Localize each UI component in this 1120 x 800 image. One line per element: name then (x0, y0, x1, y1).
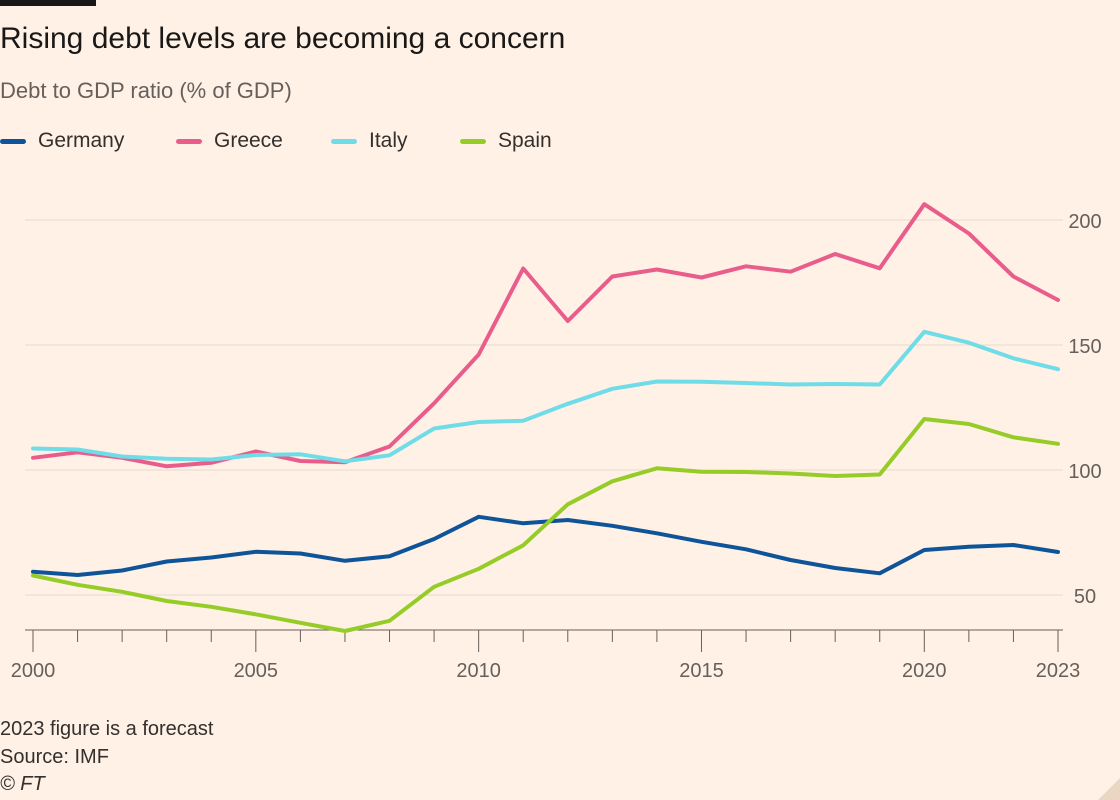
y-tick-label-100: 100 (1068, 461, 1101, 483)
y-tick-label-150: 150 (1068, 336, 1101, 358)
legend-item-spain: Spain (460, 128, 552, 154)
x-tick-label-2020: 2020 (902, 660, 947, 682)
chart-subtitle: Debt to GDP ratio (% of GDP) (0, 78, 292, 103)
gridlines (25, 219, 1063, 596)
series-line-greece (31, 202, 1060, 469)
footnote-credit: © FT (0, 773, 45, 795)
series-line-spain (31, 417, 1060, 633)
footnote-source: Source: IMF (0, 746, 109, 768)
x-tick-label-2010: 2010 (456, 660, 501, 682)
chart-legend: Germany Greece Italy Spain (0, 128, 800, 154)
legend-swatch-spain (460, 138, 486, 144)
legend-swatch-germany (0, 138, 26, 144)
x-tick-label-2000: 2000 (11, 660, 56, 682)
series-line-germany (31, 514, 1060, 577)
y-tick-label-50: 50 (1074, 586, 1096, 608)
chart-title: Rising debt levels are becoming a concer… (0, 22, 566, 55)
brand-bar (0, 0, 96, 6)
legend-label-greece: Greece (214, 129, 283, 152)
y-axis: 50 100 150 200 (1068, 211, 1101, 608)
legend-item-italy: Italy (331, 128, 408, 154)
series-line-italy (31, 329, 1060, 464)
legend-swatch-greece (176, 138, 202, 144)
legend-label-spain: Spain (498, 129, 552, 152)
legend-item-germany: Germany (0, 128, 124, 154)
legend-label-germany: Germany (38, 129, 125, 152)
series-lines (31, 202, 1060, 633)
legend-label-italy: Italy (369, 129, 408, 152)
legend-swatch-italy (331, 138, 357, 144)
legend-item-greece: Greece (176, 128, 283, 154)
x-tick-label-2015: 2015 (679, 660, 724, 682)
x-tick-label-2005: 2005 (234, 660, 279, 682)
corner-fold (1098, 778, 1120, 800)
y-tick-label-200: 200 (1068, 211, 1101, 233)
x-tick-label-2023: 2023 (1036, 660, 1081, 682)
footnote-forecast: 2023 figure is a forecast (0, 718, 214, 740)
x-axis: 2000 2005 2010 2015 2020 2023 (11, 629, 1081, 682)
